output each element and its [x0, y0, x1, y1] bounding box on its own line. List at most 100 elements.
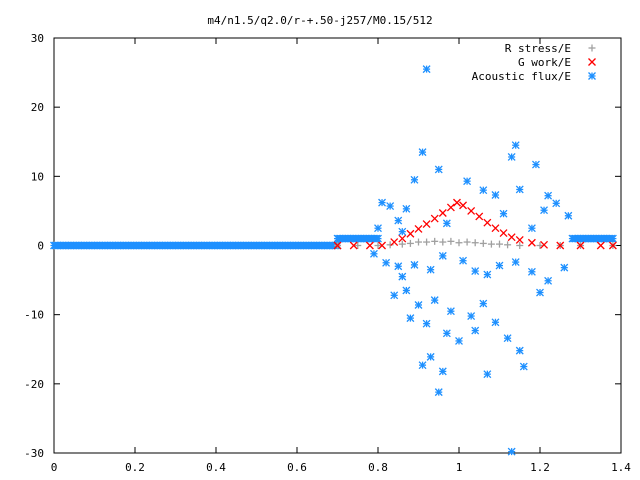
series-plus — [334, 237, 617, 249]
x-tick-label: 0.4 — [206, 461, 226, 474]
data-point — [414, 224, 423, 233]
data-point — [410, 175, 419, 184]
data-point — [496, 240, 503, 248]
data-point — [608, 234, 617, 243]
data-point — [483, 270, 492, 279]
data-point — [349, 241, 358, 250]
data-point — [463, 177, 472, 186]
data-point — [608, 241, 617, 250]
y-tick-label: 10 — [31, 170, 44, 183]
data-point — [483, 370, 492, 379]
data-point — [552, 199, 561, 208]
data-point — [531, 160, 540, 169]
data-point — [434, 165, 443, 174]
data-point — [442, 329, 451, 338]
data-point — [504, 241, 512, 249]
y-tick-label: -30 — [24, 447, 44, 460]
data-point — [499, 229, 508, 238]
data-point — [540, 240, 549, 249]
x-tick-label: 0.8 — [368, 461, 388, 474]
data-point — [402, 204, 411, 213]
baseline-band — [50, 241, 342, 250]
data-point — [398, 234, 407, 243]
data-point — [487, 240, 495, 248]
data-point — [369, 249, 378, 258]
data-point — [390, 291, 399, 300]
data-point — [418, 148, 427, 157]
data-point — [378, 198, 387, 207]
data-point — [596, 241, 605, 250]
data-point — [515, 236, 524, 244]
data-point — [463, 238, 471, 246]
y-tick-label: 20 — [31, 101, 44, 114]
data-point — [398, 240, 406, 248]
data-point — [394, 216, 403, 225]
data-point — [374, 234, 382, 243]
data-point — [527, 267, 536, 276]
x-tick-label: 1.2 — [530, 461, 550, 474]
data-point — [386, 241, 394, 249]
data-point — [560, 263, 569, 272]
data-point — [511, 258, 520, 267]
data-point — [423, 238, 431, 246]
data-point — [431, 237, 439, 245]
data-point — [434, 388, 443, 397]
data-point — [544, 276, 553, 285]
data-point — [406, 239, 414, 247]
data-point — [438, 367, 447, 376]
x-tick-label: 1.4 — [611, 461, 631, 474]
data-point — [491, 191, 500, 199]
data-point — [410, 260, 419, 269]
data-point — [503, 334, 512, 343]
data-point — [374, 242, 382, 249]
data-point — [422, 319, 431, 328]
data-point — [455, 239, 463, 247]
legend-marker — [588, 44, 596, 52]
data-point — [374, 224, 382, 233]
data-point — [475, 212, 484, 221]
data-point — [453, 198, 461, 207]
data-point — [426, 352, 435, 361]
data-point — [354, 242, 362, 249]
data-point — [430, 296, 439, 305]
data-point — [507, 153, 516, 161]
data-point — [527, 238, 536, 247]
data-point — [447, 237, 455, 245]
data-point — [426, 265, 435, 274]
y-tick-label: -10 — [24, 309, 44, 322]
data-point — [382, 258, 391, 267]
data-point — [406, 229, 415, 238]
data-point — [438, 209, 447, 217]
series-cross — [333, 198, 617, 250]
y-tick-label: 0 — [37, 240, 44, 253]
data-point — [499, 209, 508, 218]
data-point — [378, 241, 387, 250]
data-point — [467, 206, 476, 215]
x-tick-label: 1 — [456, 461, 463, 474]
data-point — [471, 267, 480, 276]
y-tick-label: 30 — [31, 32, 44, 45]
data-point — [515, 346, 524, 355]
data-point — [422, 220, 431, 229]
data-point — [442, 219, 451, 228]
y-tick-label: -20 — [24, 378, 44, 391]
data-point — [414, 301, 423, 309]
data-point — [386, 202, 395, 211]
legend-marker — [588, 58, 596, 66]
axes-layer: 0 0.2 0.4 0.6 0.8 1 1.2 1.4 30 20 10 0 -10 -20 -30 — [24, 32, 631, 474]
data-point — [422, 65, 431, 74]
data-point — [536, 288, 544, 297]
x-tick-label: 0 — [51, 461, 58, 474]
x-tick-label: 0.6 — [287, 461, 307, 474]
data-point — [402, 286, 411, 295]
data-point — [515, 185, 524, 194]
data-point — [455, 336, 463, 345]
baseline-band — [333, 234, 382, 243]
data-point — [471, 239, 479, 247]
data-point — [398, 227, 407, 236]
data-point — [430, 214, 439, 223]
data-point — [540, 206, 549, 215]
data-point — [507, 233, 516, 242]
data-point — [438, 251, 447, 260]
